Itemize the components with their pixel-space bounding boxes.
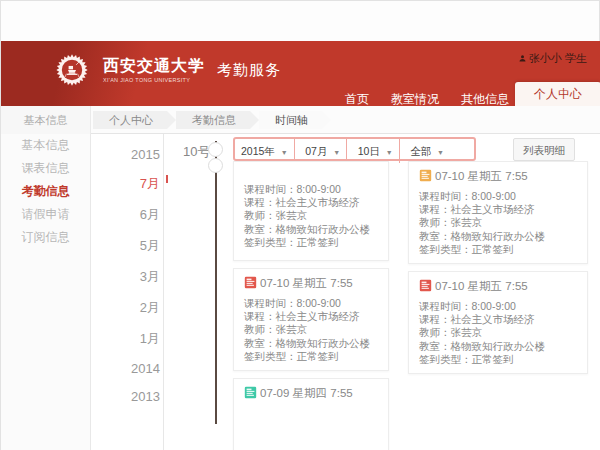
svg-text:1896: 1896	[70, 75, 73, 76]
